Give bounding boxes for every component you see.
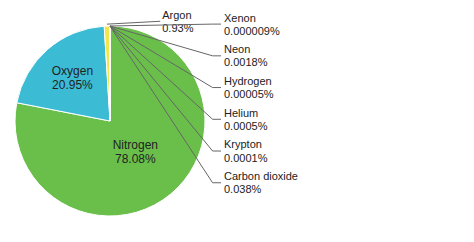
svg-text:Carbon dioxide0.038%: Carbon dioxide0.038% [224, 170, 298, 195]
svg-text:Helium0.0005%: Helium0.0005% [224, 107, 268, 132]
svg-text:Krypton0.0001%: Krypton0.0001% [224, 138, 268, 163]
svg-text:Xenon0.000009%: Xenon0.000009% [224, 12, 280, 37]
svg-text:Nitrogen78.08%: Nitrogen78.08% [113, 138, 158, 166]
svg-text:Oxygen20.95%: Oxygen20.95% [52, 64, 93, 92]
svg-text:Hydrogen0.00005%: Hydrogen0.00005% [224, 75, 274, 100]
svg-text:Argon0.93%: Argon0.93% [162, 9, 193, 34]
svg-text:Neon0.0018%: Neon0.0018% [224, 43, 268, 68]
